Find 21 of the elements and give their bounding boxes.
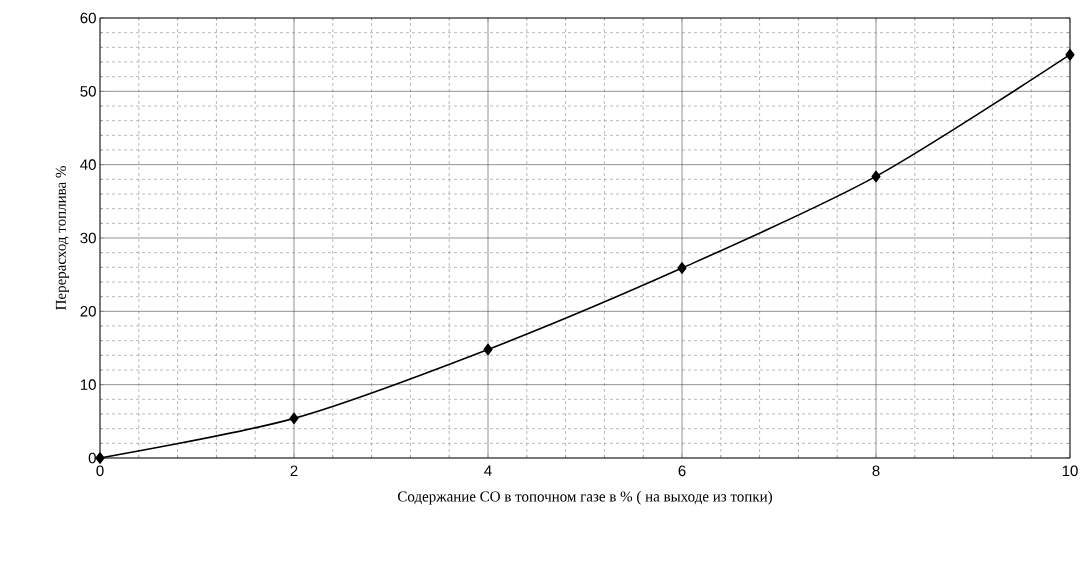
x-axis-title: Содержание CO в топочном газе в % ( на выходе из топки) <box>397 491 772 505</box>
x-tick-label: 8 <box>872 465 880 477</box>
y-tick-label: 30 <box>80 232 96 244</box>
point <box>1065 48 1075 61</box>
x-tick-label: 4 <box>484 465 492 476</box>
point <box>289 412 299 425</box>
x-tick-label: 2 <box>290 465 298 476</box>
x-tick-label: 0 <box>96 465 104 477</box>
point <box>483 343 493 356</box>
point <box>677 262 687 274</box>
x-tick-label: 10 <box>1062 465 1078 477</box>
x-tick-label: 6 <box>678 465 686 477</box>
point <box>95 452 105 464</box>
y-tick-label: 10 <box>80 379 96 390</box>
y-axis-title: Перерасход топлива % <box>55 166 69 310</box>
y-tick-label: 60 <box>80 12 96 24</box>
point <box>871 170 881 183</box>
y-tick-label: 40 <box>80 159 96 170</box>
y-tick-label: 0 <box>88 452 96 464</box>
y-tick-label: 50 <box>80 86 96 97</box>
y-tick-label: 20 <box>80 306 96 317</box>
